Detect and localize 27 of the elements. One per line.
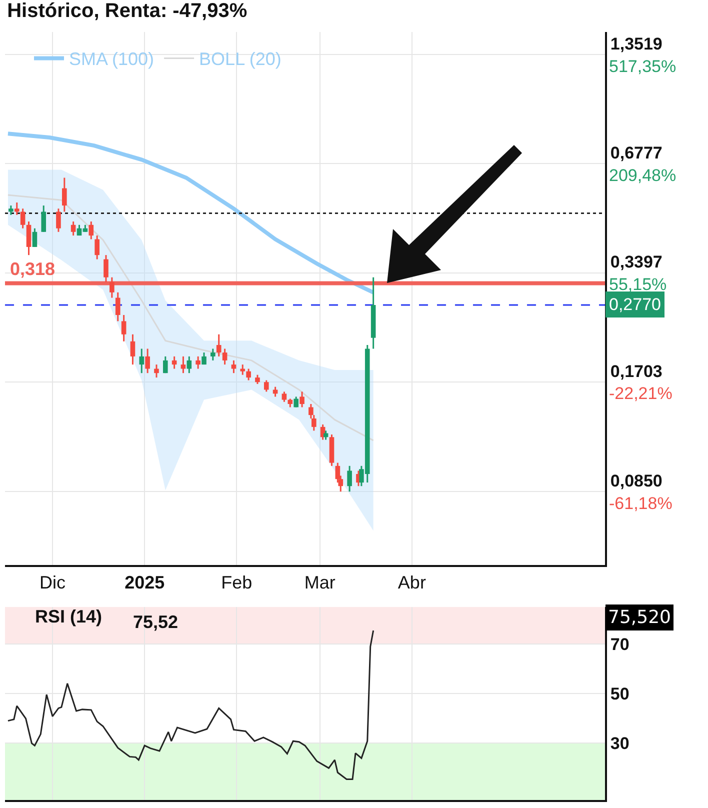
x-tick-label: Dic [40, 572, 66, 593]
x-tick-label: Abr [398, 572, 426, 593]
text: -61,18% [609, 494, 672, 513]
y-tick-label: 1,3519 [610, 34, 662, 54]
text: 75,520 [608, 607, 671, 628]
text: -22,21% [609, 384, 672, 403]
y-tick-label: 0,3397 [610, 252, 662, 272]
line-series [7, 630, 374, 780]
x-tick-label: Feb [221, 572, 252, 593]
y-tick-label: 0,1703 [610, 362, 662, 381]
y-tick-label: 0,0850 [610, 472, 662, 491]
ref-line-label: 0,318 [10, 259, 56, 279]
legend-label: SMA (100) [69, 49, 154, 70]
annotation: 75,52 [133, 612, 178, 632]
chart-title: RSI (14) [35, 606, 102, 626]
text: 55,15% [609, 275, 667, 294]
x-tick-label: 2025 [124, 572, 165, 593]
text: 517,35% [609, 57, 676, 76]
ref-line-label: 0,2770 [609, 295, 661, 314]
legend-label: BOLL (20) [199, 49, 282, 70]
y-tick-label: 70 [610, 635, 630, 654]
text: 209,48% [609, 166, 676, 185]
chart-title: Histórico, Renta: -47,93% [7, 0, 248, 22]
y-tick-label: 50 [610, 684, 630, 704]
y-tick-label: 30 [610, 734, 630, 754]
x-tick-label: Mar [304, 572, 336, 593]
y-tick-label: 0,6777 [610, 144, 662, 163]
